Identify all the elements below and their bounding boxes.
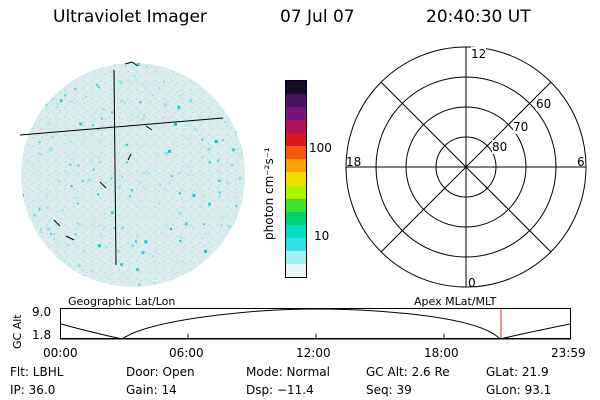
polar-label-top: 12	[471, 47, 487, 61]
polar-ring-60: 60	[536, 97, 552, 111]
colorbar-segment	[286, 94, 306, 108]
colorbar-segment	[286, 146, 306, 160]
status-dsp: Dsp: −11.4	[246, 383, 314, 397]
colorbar-segment	[286, 198, 306, 212]
colorbar-segment	[286, 159, 306, 173]
status-seq: Seq: 39	[366, 383, 412, 397]
polar-plot	[345, 46, 587, 288]
colorbar-segment	[286, 120, 306, 134]
altitude-timeline	[60, 308, 571, 340]
polar-label-bottom: 0	[468, 276, 476, 290]
timeline-xtick-3: 18:00	[424, 346, 459, 360]
app-title: Ultraviolet Imager	[53, 7, 207, 27]
polar-ring-80: 80	[492, 140, 508, 154]
timeline-axis-title: GC Alt	[11, 314, 24, 349]
status-door: Door: Open	[126, 365, 195, 379]
colorbar-tick-10: 10	[314, 229, 330, 243]
colorbar-segment	[286, 81, 306, 95]
polar-label-right: 6	[577, 155, 585, 169]
colorbar-segment	[286, 107, 306, 121]
colorbar-segment	[286, 172, 306, 186]
timeline-xtick-0: 00:00	[43, 346, 78, 360]
status-gain: Gain: 14	[126, 383, 177, 397]
colorbar-segment	[286, 224, 306, 238]
timeline-y-bottom: 1.8	[32, 328, 52, 342]
status-glon: GLon: 93.1	[486, 383, 552, 397]
date-label: 07 Jul 07	[280, 7, 355, 27]
colorbar-segment	[286, 237, 306, 251]
polar-ring-70: 70	[513, 120, 529, 134]
time-label: 20:40:30 UT	[426, 7, 531, 27]
status-mode: Mode: Normal	[246, 365, 330, 379]
polar-label-left: 18	[346, 155, 362, 169]
colorbar-segment	[286, 133, 306, 147]
colorbar-segment	[286, 263, 306, 277]
colorbar-tick-100: 100	[309, 141, 332, 155]
uv-image-disk	[19, 61, 245, 287]
timeline-left-label: Geographic Lat/Lon	[68, 295, 176, 308]
status-gc-alt: GC Alt: 2.6 Re	[366, 365, 450, 379]
timeline-right-label: Apex MLat/MLT	[414, 295, 497, 308]
timeline-xtick-2: 12:00	[296, 346, 331, 360]
colorbar-segment	[286, 185, 306, 199]
colorbar-segment	[286, 211, 306, 225]
status-ip: IP: 36.0	[10, 383, 56, 397]
colorbar-segment	[286, 250, 306, 264]
colorbar-unit-label: photon cm⁻²s⁻¹	[262, 147, 276, 240]
color-scale-bar	[285, 80, 307, 278]
timeline-xtick-1: 06:00	[169, 346, 204, 360]
status-filter: Flt: LBHL	[10, 365, 64, 379]
timeline-xtick-4: 23:59	[551, 346, 586, 360]
status-glat: GLat: 21.9	[486, 365, 549, 379]
timeline-y-top: 9.0	[32, 305, 52, 319]
